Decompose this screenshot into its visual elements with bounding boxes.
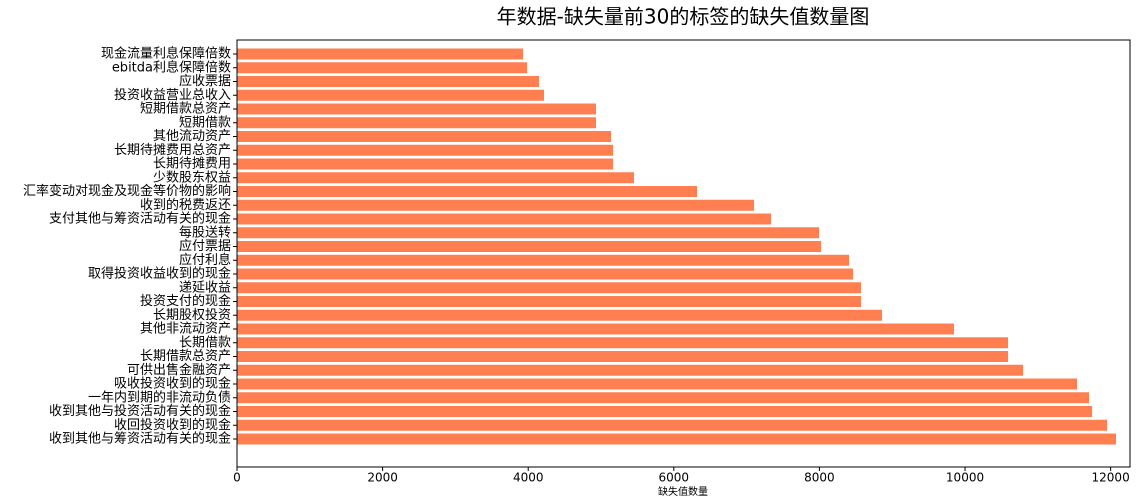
y-tick-label: 投资支付的现金 <box>140 293 231 309</box>
bar <box>237 351 1009 362</box>
bar <box>237 282 861 294</box>
y-tick-label: 短期借款 <box>179 115 231 130</box>
bar <box>237 89 545 101</box>
y-tick-label: 其他非流动资产 <box>140 322 231 337</box>
bar <box>237 419 1108 431</box>
y-tick-label: 短期借款总资产 <box>140 102 231 117</box>
y-tick-label: 支付其他与筹资活动有关的现金 <box>49 211 231 227</box>
y-tick-label: 其他流动资产 <box>153 129 231 144</box>
x-tick-label: 8000 <box>804 471 835 485</box>
bar <box>237 48 524 60</box>
bar <box>237 158 614 170</box>
bar <box>237 227 820 239</box>
x-axis-label: 缺失值数量 <box>658 485 708 498</box>
y-tick-label: 应付票据 <box>179 238 231 254</box>
bar <box>237 103 596 115</box>
y-tick-label: 少数股东权益 <box>153 169 231 185</box>
bar <box>237 378 1077 390</box>
y-tick-label: 收回投资收到的现金 <box>114 417 231 433</box>
y-tick-label: 收到其他与筹资活动有关的现金 <box>49 431 231 447</box>
y-tick-label: 长期借款总资产 <box>140 349 231 364</box>
x-tick-label: 2000 <box>367 471 398 485</box>
bar <box>237 62 528 74</box>
x-tick-label: 12000 <box>1092 471 1130 485</box>
bar <box>237 337 1009 349</box>
y-tick-label: 长期待摊费用总资产 <box>114 143 231 158</box>
y-tick-label: 应收票据 <box>179 73 231 89</box>
bar <box>237 406 1093 417</box>
bar <box>237 131 611 142</box>
x-tick-label: 4000 <box>513 471 544 485</box>
y-tick-label: 长期借款 <box>179 335 231 350</box>
y-tick-label: 递延收益 <box>179 280 231 295</box>
bar <box>237 364 1024 376</box>
bar <box>237 144 614 156</box>
y-tick-label: 汇率变动对现金及现金等价物的影响 <box>23 183 231 199</box>
y-tick-label: 收到的税费返还 <box>140 197 231 213</box>
bar <box>237 268 854 280</box>
x-tick-label: 10000 <box>946 471 984 485</box>
y-tick-label: 投资收益营业总收入 <box>114 87 231 103</box>
y-tick-label: 长期待摊费用 <box>153 157 231 172</box>
bar <box>237 433 1117 445</box>
plot-frame <box>236 39 1131 468</box>
bar <box>237 309 883 321</box>
y-tick-label: 现金流量利息保障倍数 <box>101 46 231 62</box>
bar <box>237 254 850 266</box>
bar <box>237 117 596 129</box>
bar <box>237 199 755 211</box>
y-tick-label: ebitda利息保障倍数 <box>112 59 231 75</box>
y-tick-label: 一年内到期的非流动负债 <box>88 389 231 405</box>
bar <box>237 241 822 252</box>
bar <box>237 186 698 197</box>
bar <box>237 76 539 87</box>
y-tick-label: 吸收投资收到的现金 <box>114 376 231 392</box>
y-tick-label: 每股送转 <box>179 224 231 240</box>
x-tick-label: 6000 <box>659 471 690 485</box>
x-tick-label: 0 <box>233 471 241 485</box>
chart-title: 年数据-缺失量前30的标签的缺失值数量图 <box>497 5 870 29</box>
bar <box>237 323 955 335</box>
y-tick-label: 可供出售金融资产 <box>127 362 231 378</box>
bar <box>237 213 772 225</box>
y-tick-label: 取得投资收益收到的现金 <box>88 266 231 282</box>
bar <box>237 392 1090 404</box>
bar <box>237 296 861 307</box>
y-tick-label: 长期股权投资 <box>153 307 231 323</box>
bar <box>237 172 634 184</box>
y-tick-label: 收到其他与投资活动有关的现金 <box>49 403 231 419</box>
y-tick-label: 应付利息 <box>179 252 231 268</box>
